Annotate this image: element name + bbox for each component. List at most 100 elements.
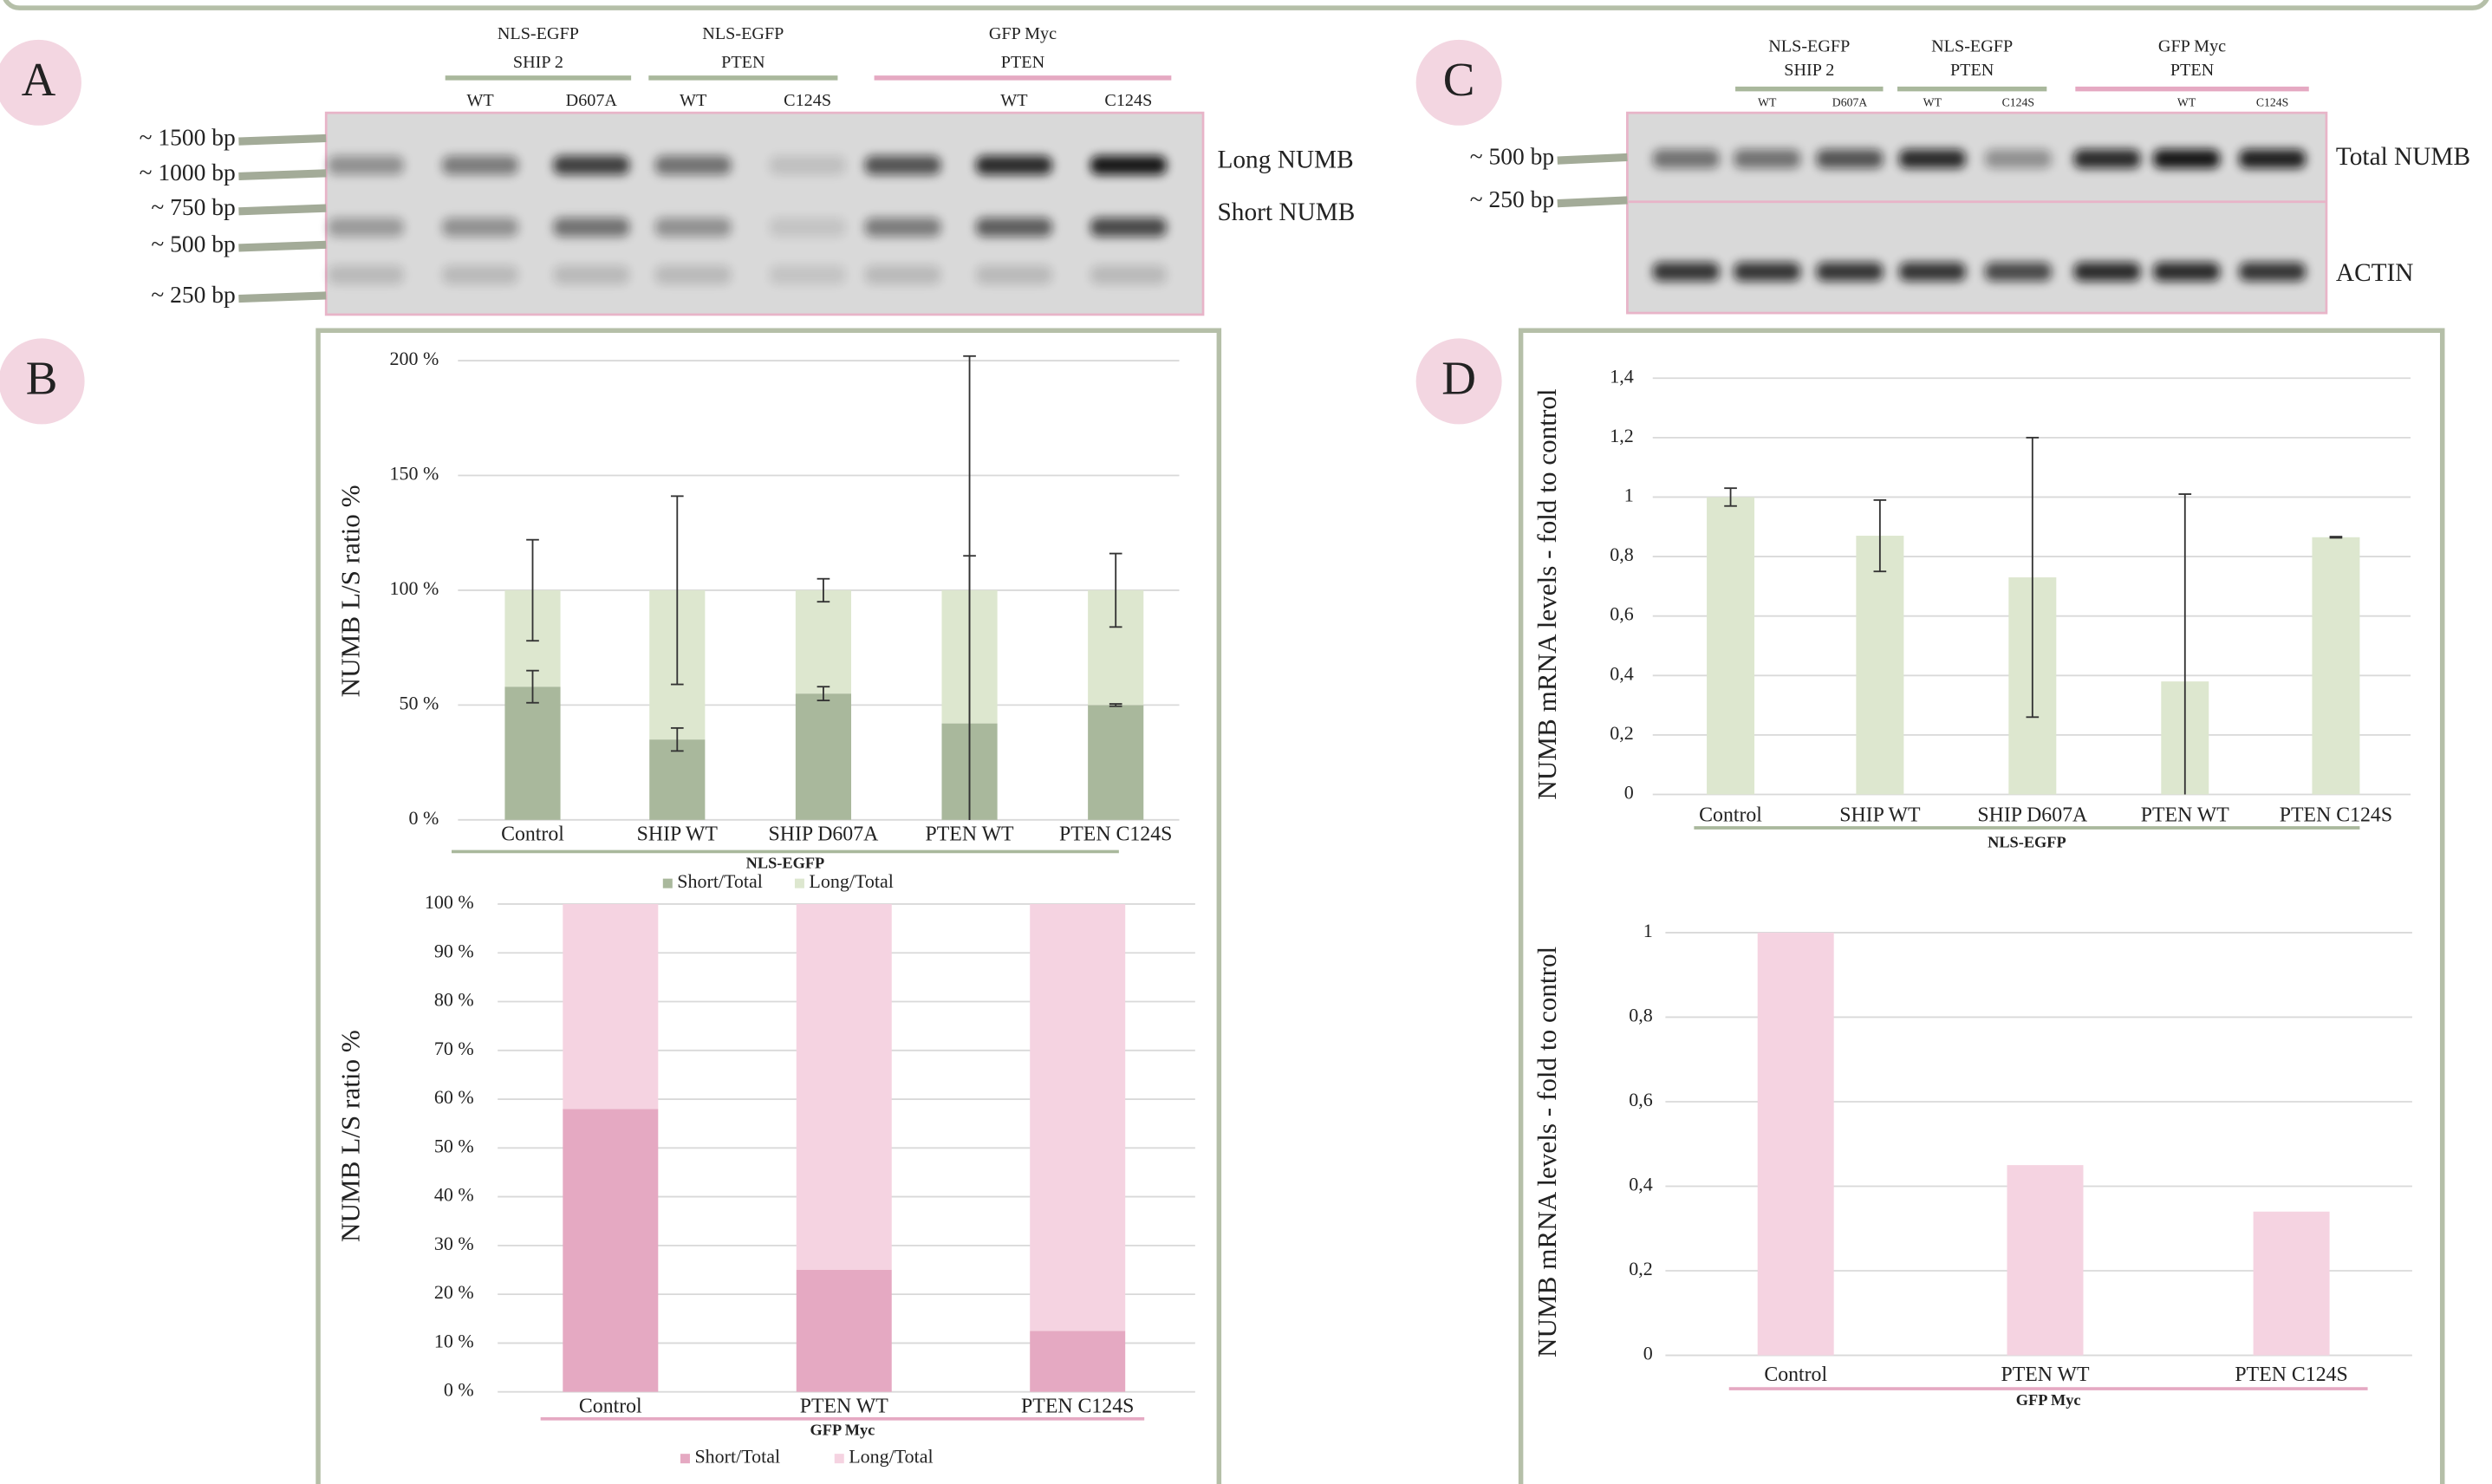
- legend-swatch: [663, 879, 673, 888]
- ladder-label: ~ 500 bp: [151, 231, 235, 257]
- gel-band: [2239, 149, 2306, 168]
- ladder-tick: [1558, 157, 1628, 160]
- gel-band: [655, 265, 732, 284]
- group-title: PTEN: [2170, 61, 2215, 80]
- x-tick-label: SHIP WT: [1839, 804, 1921, 827]
- gel-band: [1653, 149, 1720, 168]
- x-tick-label: PTEN WT: [2001, 1364, 2090, 1386]
- bar: [2254, 1212, 2330, 1356]
- lane-label: WT: [680, 91, 706, 110]
- legend-label: Long/Total: [849, 1446, 933, 1468]
- bar: [2312, 537, 2359, 795]
- lane-label: D607A: [1832, 95, 1868, 108]
- x-tick-label: SHIP WT: [637, 823, 719, 846]
- ladder-label: ~ 1000 bp: [140, 159, 236, 186]
- gel-band: [1734, 149, 1800, 168]
- lane-label: WT: [1758, 95, 1777, 108]
- bar: [1707, 497, 1754, 794]
- y-tick-label: 0,4: [1629, 1174, 1652, 1195]
- gel-band: [328, 265, 404, 284]
- panel-label: C: [1443, 53, 1475, 106]
- y-tick-label: 0,2: [1629, 1258, 1652, 1279]
- legend-swatch: [835, 1454, 844, 1463]
- band-label: ACTIN: [2336, 259, 2414, 287]
- x-tick-label: PTEN C124S: [1021, 1395, 1134, 1417]
- y-axis-label: NUMB L/S ratio %: [335, 1030, 366, 1242]
- y-tick-label: 50 %: [400, 692, 439, 713]
- y-tick-label: 0,4: [1610, 662, 1633, 684]
- ladder-tick: [238, 173, 326, 177]
- gel-band: [442, 156, 518, 175]
- figure: ABCDNLS-EGFPSHIP 2WTD607ANLS-EGFPPTENWTC…: [0, 0, 2492, 1484]
- gel-c: [1627, 113, 2326, 313]
- bar: [796, 590, 851, 693]
- y-tick-label: 1: [1643, 920, 1653, 941]
- gel-band: [1899, 149, 1966, 168]
- gel-band: [1653, 262, 1720, 281]
- lane-label: C124S: [2002, 95, 2034, 108]
- group-label: NLS-EGFP: [1988, 834, 2066, 851]
- y-axis-label: NUMB mRNA levels - fold to control: [1532, 388, 1562, 800]
- y-tick-label: 0,6: [1629, 1089, 1652, 1110]
- group-title: SHIP 2: [1784, 61, 1834, 80]
- bar: [1856, 536, 1903, 794]
- gel-band: [770, 265, 846, 284]
- ladder-label: ~ 250 bp: [151, 282, 235, 308]
- x-tick-label: PTEN WT: [2141, 804, 2230, 827]
- y-tick-label: 0,6: [1610, 603, 1633, 625]
- bar: [2007, 1165, 2083, 1355]
- y-tick-label: 70 %: [434, 1038, 474, 1059]
- group-title: NLS-EGFP: [498, 24, 579, 43]
- y-tick-label: 1: [1624, 485, 1634, 506]
- lane-label: WT: [2177, 95, 2196, 108]
- legend-label: Short/Total: [677, 870, 763, 892]
- ladder-tick: [1558, 200, 1628, 204]
- y-tick-label: 60 %: [434, 1086, 474, 1108]
- group-label: GFP Myc: [810, 1422, 875, 1439]
- bar: [1030, 1331, 1125, 1391]
- group-label: NLS-EGFP: [746, 854, 825, 871]
- y-tick-label: 150 %: [390, 463, 439, 485]
- gel-band: [2073, 149, 2140, 168]
- x-tick-label: SHIP D607A: [1977, 804, 2088, 827]
- legend-label: Long/Total: [809, 870, 893, 892]
- ladder-tick: [238, 244, 326, 248]
- gel-band: [1817, 262, 1884, 281]
- y-tick-label: 0,2: [1610, 722, 1633, 744]
- gel-band: [976, 156, 1052, 175]
- y-axis-label: NUMB L/S ratio %: [335, 485, 366, 697]
- x-tick-label: Control: [1764, 1364, 1827, 1386]
- gel-band: [442, 265, 518, 284]
- group-label: GFP Myc: [2016, 1391, 2081, 1409]
- x-tick-label: PTEN WT: [926, 823, 1015, 846]
- gel-band: [328, 156, 404, 175]
- gel-band: [1734, 262, 1800, 281]
- y-tick-label: 0,8: [1629, 1005, 1652, 1026]
- bar: [1030, 904, 1125, 1331]
- y-tick-label: 40 %: [434, 1184, 474, 1206]
- ladder-tick: [238, 296, 326, 299]
- x-tick-label: Control: [1699, 804, 1762, 827]
- ladder-tick: [238, 138, 326, 141]
- bar: [563, 1109, 658, 1391]
- x-tick-label: Control: [579, 1395, 642, 1417]
- band-label: Short NUMB: [1218, 199, 1356, 226]
- group-title: GFP Myc: [2158, 37, 2226, 56]
- y-tick-label: 100 %: [425, 891, 474, 913]
- bar: [1758, 933, 1834, 1356]
- group-title: PTEN: [1001, 53, 1045, 72]
- y-tick-label: 100 %: [390, 577, 439, 599]
- bar: [797, 1270, 892, 1392]
- y-tick-label: 0,8: [1610, 543, 1633, 565]
- gel-band: [865, 156, 941, 175]
- lane-label: D607A: [566, 91, 618, 110]
- gel-band: [655, 156, 732, 175]
- y-tick-label: 0 %: [409, 807, 439, 829]
- y-tick-label: 0: [1624, 782, 1634, 804]
- bar: [797, 904, 892, 1270]
- bar: [1088, 705, 1143, 819]
- bar: [796, 693, 851, 820]
- group-title: PTEN: [721, 53, 765, 72]
- gel-band: [1985, 262, 2052, 281]
- gel-band: [865, 265, 941, 284]
